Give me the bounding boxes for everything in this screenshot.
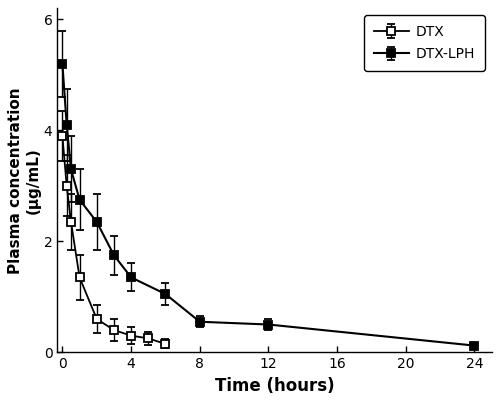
Legend: DTX, DTX-LPH: DTX, DTX-LPH: [364, 15, 484, 71]
X-axis label: Time (hours): Time (hours): [214, 377, 334, 395]
Y-axis label: Plasma concentration
(μg/mL): Plasma concentration (μg/mL): [8, 87, 40, 274]
